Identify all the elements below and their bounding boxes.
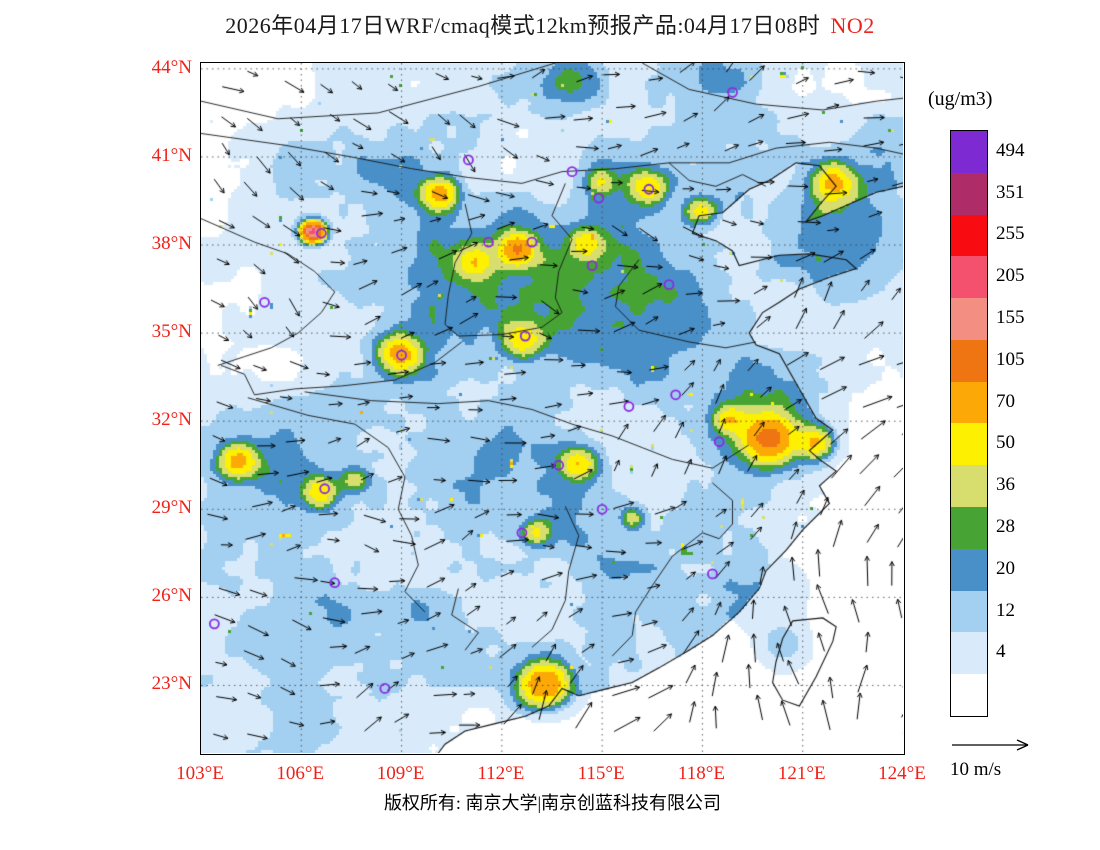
y-tick-label: 23°N xyxy=(151,673,192,695)
title-text: 2026年04月17日WRF/cmaq模式12km预报产品:04月17日08时 xyxy=(225,13,821,38)
y-tick-label: 26°N xyxy=(151,585,192,607)
y-tick-label: 35°N xyxy=(151,321,192,343)
colorbar-level-label: 36 xyxy=(996,474,1015,496)
x-tick-label: 118°E xyxy=(677,763,725,784)
colorbar-segment xyxy=(951,465,987,508)
colorbar-level-label: 205 xyxy=(996,265,1025,287)
colorbar-level-label: 70 xyxy=(996,390,1015,412)
page-title: 2026年04月17日WRF/cmaq模式12km预报产品:04月17日08时 N… xyxy=(0,8,1100,40)
colorbar-segment xyxy=(951,381,987,424)
colorbar-level-label: 105 xyxy=(996,348,1025,370)
x-tick-label: 124°E xyxy=(878,763,926,784)
x-tick-label: 109°E xyxy=(376,763,425,784)
colorbar-segment xyxy=(951,507,987,549)
colorbar-segment xyxy=(951,256,987,299)
colorbar-segment xyxy=(951,590,987,633)
colorbar-level-label: 494 xyxy=(996,139,1025,161)
colorbar-labels: 494 351 255 205 155 105 70 50 36 28 20 12 4 xyxy=(996,130,1066,715)
copyright-footer: 版权所有: 南京大学|南京创蓝科技有限公司 xyxy=(383,793,722,813)
colorbar-segment xyxy=(951,548,987,591)
colorbar-level-label: 155 xyxy=(996,307,1025,329)
y-tick-label: 38°N xyxy=(151,233,192,255)
wind-scale-label: 10 m/s xyxy=(950,759,1002,780)
colorbar-level-label: 28 xyxy=(996,515,1015,537)
y-tick-label: 32°N xyxy=(151,409,192,431)
wind-scale: 10 m/s xyxy=(946,734,1066,781)
colorbar-level-label: 4 xyxy=(996,641,1006,663)
wind-scale-arrow-icon xyxy=(952,739,1029,751)
colorbar-segment xyxy=(951,423,987,466)
x-tick-label: 115°E xyxy=(577,763,625,784)
y-tick-label: 41°N xyxy=(151,144,192,166)
x-axis: 103°E 106°E 109°E 112°E 115°E 118°E 121°E 124°E xyxy=(176,763,926,789)
colorbar-level-label: 12 xyxy=(996,599,1015,621)
map-plot xyxy=(200,62,905,755)
colorbar-segment xyxy=(951,632,987,675)
colorbar-segment xyxy=(951,214,987,257)
colorbar-level-label: 20 xyxy=(996,557,1015,579)
colorbar-unit-label: (ug/m3) xyxy=(928,88,993,110)
title-species: NO2 xyxy=(830,13,875,38)
y-axis: 23°N 26°N 29°N 32°N 35°N 38°N 41°N 44°N xyxy=(128,57,192,755)
colorbar-segment xyxy=(951,131,987,173)
colorbar-segment xyxy=(951,674,987,716)
y-tick-label: 29°N xyxy=(151,497,192,519)
x-tick-label: 103°E xyxy=(176,763,224,784)
colorbar-level-label: 50 xyxy=(996,432,1015,454)
colorbar-segment xyxy=(951,298,987,340)
colorbar-segment xyxy=(951,339,987,382)
y-tick-label: 44°N xyxy=(151,56,192,78)
x-tick-label: 106°E xyxy=(276,763,325,784)
map-canvas xyxy=(201,63,903,753)
colorbar-level-label: 351 xyxy=(996,181,1025,203)
x-tick-label: 112°E xyxy=(477,763,525,784)
colorbar-level-label: 255 xyxy=(996,223,1025,245)
colorbar-segment xyxy=(951,172,987,215)
colorbar xyxy=(950,130,988,717)
x-tick-label: 121°E xyxy=(777,763,826,784)
